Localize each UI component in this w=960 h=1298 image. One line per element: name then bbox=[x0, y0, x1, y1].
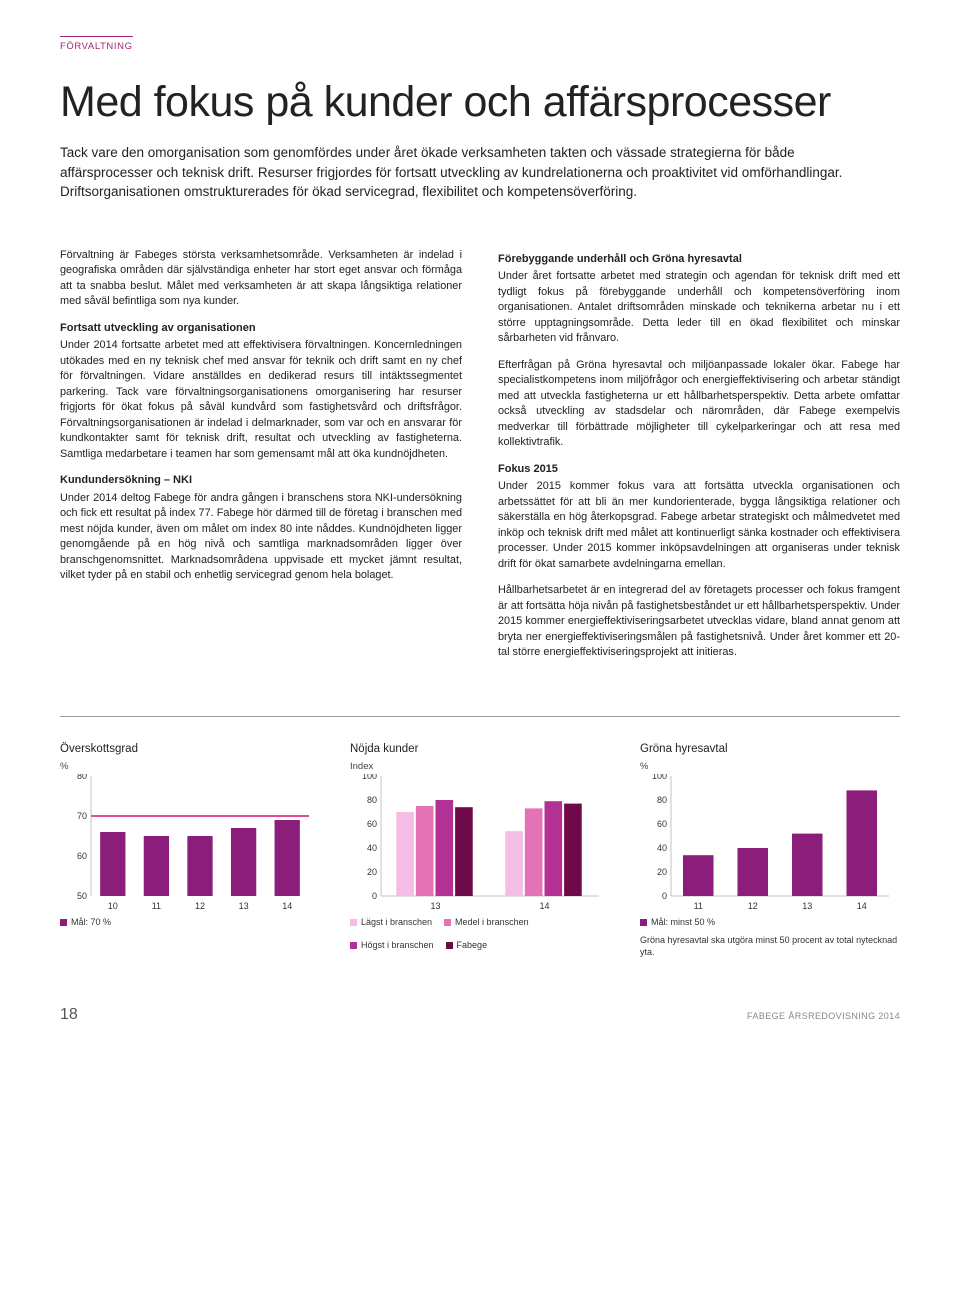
svg-text:100: 100 bbox=[362, 774, 377, 781]
charts-row: Överskottsgrad % 50 60 70 80 10 11 12 13 14 Mål:… bbox=[60, 716, 900, 958]
body-text: Under 2014 deltog Fabege för andra gånge… bbox=[60, 491, 462, 584]
chart-nojda-kunder: Nöjda kunder Index 0 20 40 60 80 100 13 14 Lägs… bbox=[350, 743, 610, 958]
chart-ylabel: % bbox=[640, 761, 900, 772]
legend-label: Lägst i branschen bbox=[361, 916, 432, 929]
svg-text:11: 11 bbox=[152, 901, 161, 911]
chart-legend: Lägst i branschen Medel i branschen Högst … bbox=[350, 916, 610, 952]
svg-text:10: 10 bbox=[108, 901, 118, 911]
chart-ylabel: Index bbox=[350, 761, 610, 772]
legend-label: Medel i branschen bbox=[455, 916, 529, 929]
subhead: Fortsatt utveckling av organisationen bbox=[60, 321, 462, 337]
svg-text:60: 60 bbox=[77, 851, 87, 861]
svg-text:60: 60 bbox=[657, 819, 667, 829]
chart-grona-hyresavtal: Gröna hyresavtal % 02040608010011121314 … bbox=[640, 743, 900, 958]
svg-text:80: 80 bbox=[77, 774, 87, 781]
legend-item: Medel i branschen bbox=[444, 916, 529, 929]
legend-item: Fabege bbox=[446, 939, 488, 952]
page-footer: 18 FABEGE ÅRSREDOVISNING 2014 bbox=[60, 1006, 900, 1024]
svg-text:40: 40 bbox=[367, 843, 377, 853]
svg-text:20: 20 bbox=[367, 867, 377, 877]
legend-label: Mål: 70 % bbox=[71, 916, 111, 929]
page-title: Med fokus på kunder och affärsprocesser bbox=[60, 80, 900, 125]
chart-legend: Mål: minst 50 % bbox=[640, 916, 900, 930]
chart-svg: 0 20 40 60 80 100 13 14 bbox=[350, 774, 610, 912]
body-text: Under 2015 kommer fokus vara att fortsät… bbox=[498, 479, 900, 572]
svg-text:70: 70 bbox=[77, 811, 87, 821]
subhead: Fokus 2015 bbox=[498, 462, 900, 478]
footer-text: FABEGE ÅRSREDOVISNING 2014 bbox=[747, 1011, 900, 1021]
subhead: Förebyggande underhåll och Gröna hyresav… bbox=[498, 252, 900, 268]
svg-text:80: 80 bbox=[657, 795, 667, 805]
chart-ylabel: % bbox=[60, 761, 320, 772]
svg-text:0: 0 bbox=[662, 891, 667, 901]
svg-text:13: 13 bbox=[239, 901, 249, 911]
chart-title: Gröna hyresavtal bbox=[640, 743, 900, 755]
svg-text:40: 40 bbox=[657, 843, 667, 853]
svg-text:12: 12 bbox=[748, 901, 758, 911]
section-label: FÖRVALTNING bbox=[60, 36, 133, 52]
chart-title: Nöjda kunder bbox=[350, 743, 610, 755]
svg-text:0: 0 bbox=[372, 891, 377, 901]
chart-note: Gröna hyresavtal ska utgöra minst 50 pro… bbox=[640, 934, 900, 958]
body-text: Under 2014 fortsatte arbetet med att eff… bbox=[60, 338, 462, 462]
legend-label: Mål: minst 50 % bbox=[651, 916, 715, 929]
svg-text:12: 12 bbox=[195, 901, 205, 911]
chart-svg: 50 60 70 80 10 11 12 13 14 bbox=[60, 774, 320, 912]
page-number: 18 bbox=[60, 1006, 78, 1024]
body-columns: Förvaltning är Fabeges största verksamhe… bbox=[60, 248, 900, 672]
svg-text:14: 14 bbox=[282, 901, 292, 911]
svg-text:50: 50 bbox=[77, 891, 87, 901]
chart-overskottsgrad: Överskottsgrad % 50 60 70 80 10 11 12 13 14 Mål:… bbox=[60, 743, 320, 958]
body-text: Hållbarhetsarbetet är en integrerad del … bbox=[498, 583, 900, 660]
svg-text:14: 14 bbox=[539, 901, 549, 911]
svg-text:13: 13 bbox=[430, 901, 440, 911]
svg-text:14: 14 bbox=[857, 901, 867, 911]
body-text: Under året fortsatte arbetet med strateg… bbox=[498, 269, 900, 346]
chart-title: Överskottsgrad bbox=[60, 743, 320, 755]
chart-svg: 0 20 40 60 80 100 11 12 13 14 bbox=[640, 774, 900, 912]
svg-text:11: 11 bbox=[694, 901, 703, 911]
legend-item: Lägst i branschen bbox=[350, 916, 432, 929]
svg-text:100: 100 bbox=[652, 774, 667, 781]
legend-label: Högst i branschen bbox=[361, 939, 434, 952]
svg-text:13: 13 bbox=[802, 901, 812, 911]
left-column: Förvaltning är Fabeges största verksamhe… bbox=[60, 248, 462, 672]
legend-item: Högst i branschen bbox=[350, 939, 434, 952]
right-column: Förebyggande underhåll och Gröna hyresav… bbox=[498, 248, 900, 672]
subhead: Kundundersökning – NKI bbox=[60, 473, 462, 489]
body-text: Förvaltning är Fabeges största verksamhe… bbox=[60, 248, 462, 310]
chart-legend: Mål: 70 % bbox=[60, 916, 320, 930]
legend-label: Fabege bbox=[457, 939, 488, 952]
lead-paragraph: Tack vare den omorganisation som genomfö… bbox=[60, 143, 880, 202]
svg-text:20: 20 bbox=[657, 867, 667, 877]
svg-text:60: 60 bbox=[367, 819, 377, 829]
body-text: Efterfrågan på Gröna hyresavtal och milj… bbox=[498, 358, 900, 451]
svg-text:80: 80 bbox=[367, 795, 377, 805]
